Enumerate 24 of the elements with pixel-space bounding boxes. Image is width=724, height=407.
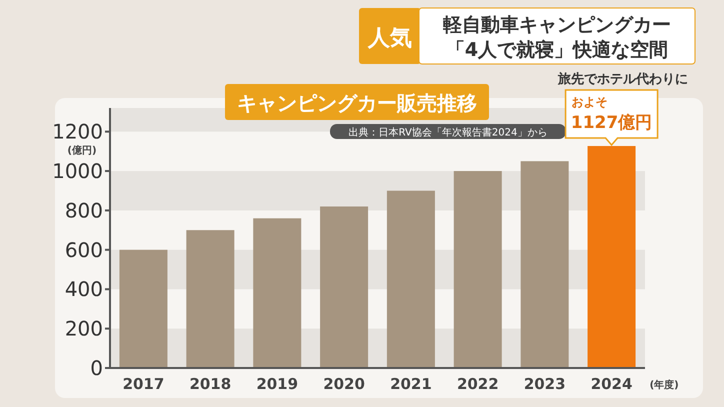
x-tick-label: 2019 (256, 375, 298, 393)
annotation: 出典：日本RV協会「年次報告書2024」から (348, 126, 548, 138)
x-tick-label: 2023 (524, 375, 566, 393)
y-tick-label: 400 (64, 277, 103, 302)
chart-title: キャンピングカー販売推移 (237, 91, 477, 115)
x-tick-label: 2024 (590, 375, 632, 393)
text: 軽自動車キャンピングカー (442, 14, 671, 36)
text: 旅先でホテル代わりに (557, 71, 688, 87)
x-tick-label: 2021 (390, 375, 432, 393)
x-tick-label: 2017 (122, 375, 164, 393)
y-tick-label: 800 (64, 198, 103, 222)
y-tick-label: 1200 (52, 120, 103, 144)
annotation: およそ 1127億円 (570, 95, 652, 134)
x-tick-label: 2018 (189, 375, 232, 393)
y-tick-label: 0 (90, 356, 103, 380)
y-tick-label: 600 (64, 238, 103, 262)
x-tick-label: 2022 (456, 375, 499, 393)
text: 「4人で就寝」快適な空間 (446, 39, 668, 61)
y-tick-label: 200 (64, 316, 103, 341)
x-axis-title: (年度) (650, 379, 679, 391)
y-tick-label: 1000 (52, 159, 103, 184)
y-axis-title: (億円) (67, 144, 97, 157)
x-tick-label: 2020 (323, 375, 365, 393)
text: 人気 (367, 26, 412, 51)
